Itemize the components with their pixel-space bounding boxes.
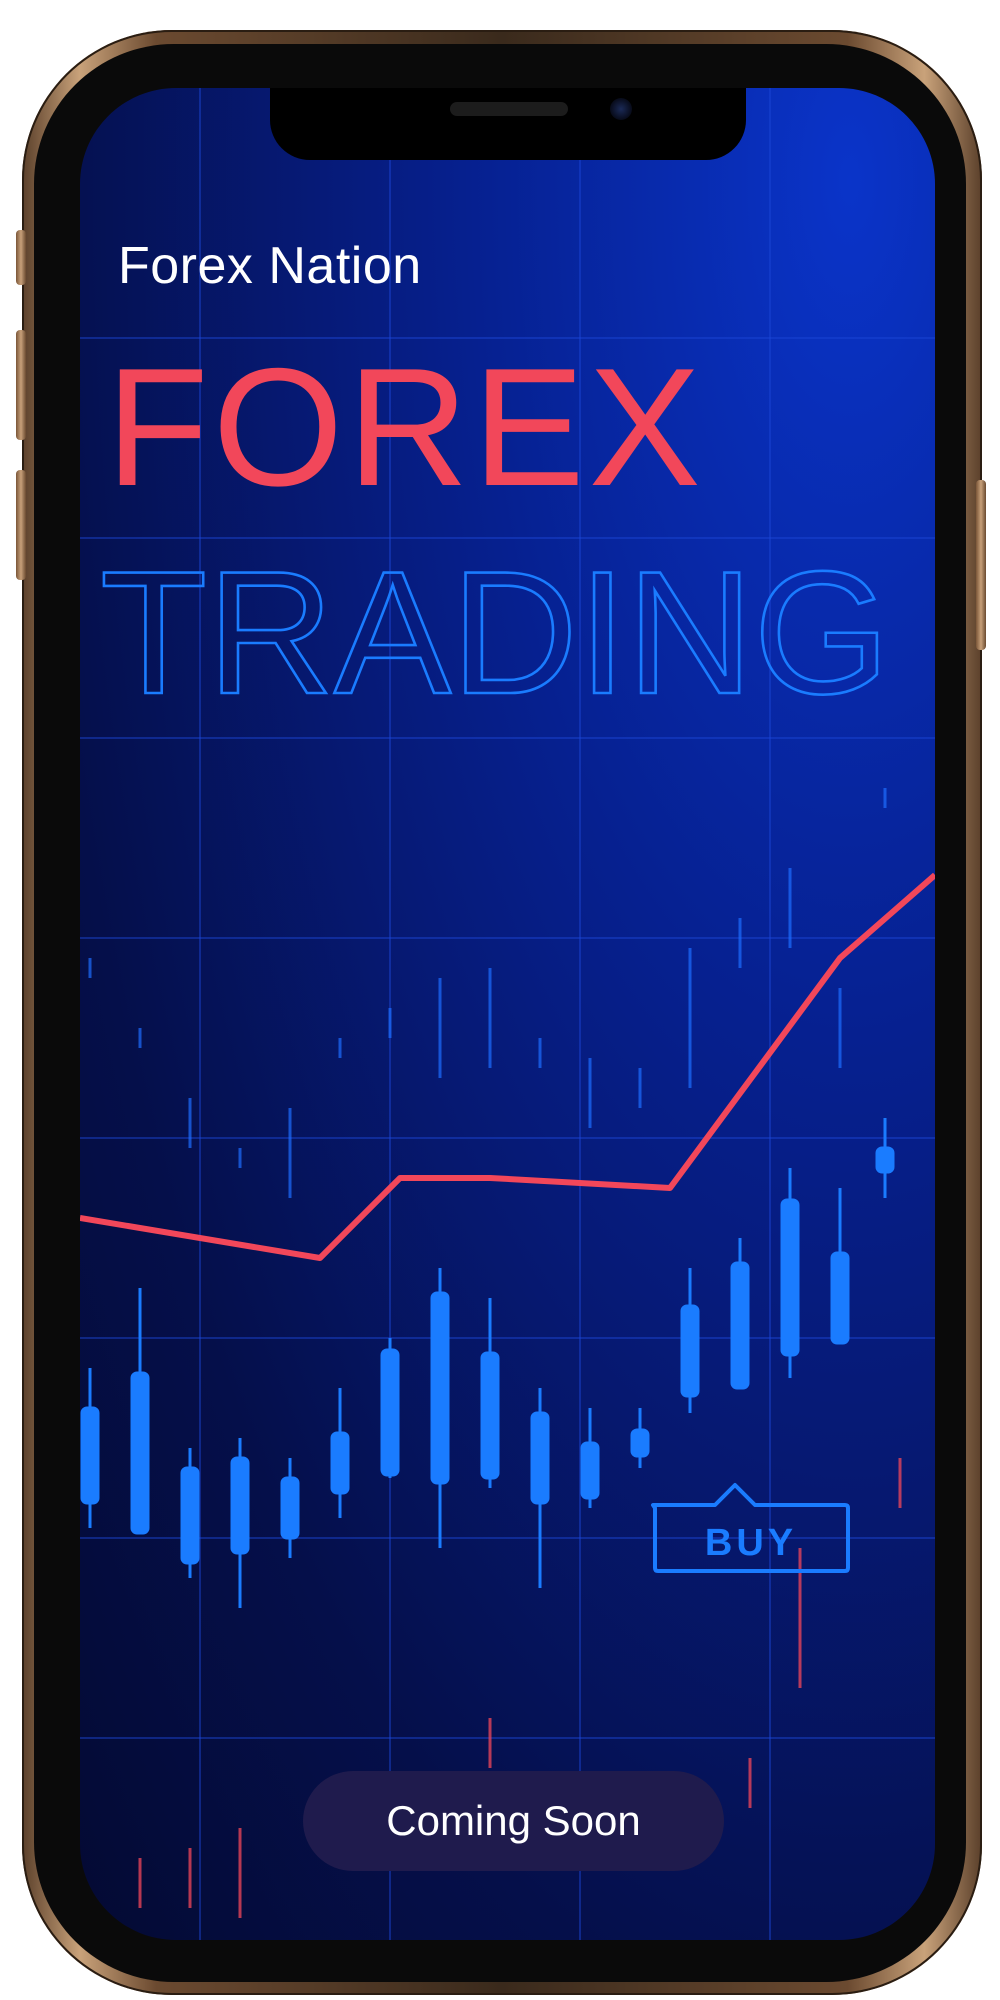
candlestick [830, 1188, 850, 1345]
candlestick [480, 1298, 500, 1488]
forex-chart: BUY [80, 872, 935, 1608]
candlestick [630, 1408, 650, 1468]
coming-soon-button[interactable]: Coming Soon [303, 1771, 724, 1871]
iphone-notch [270, 88, 746, 160]
candlestick [430, 1268, 450, 1548]
buy-badge: BUY [651, 1483, 850, 1573]
chevron-up-icon [651, 1483, 850, 1573]
candlestick [330, 1388, 350, 1518]
candlestick [130, 1288, 150, 1535]
phone-side-button-volume-up [16, 330, 26, 440]
speaker-grille [450, 102, 568, 116]
app-screen: BUY Forex Nation FOREX TRADING Coming So… [80, 88, 935, 1940]
trend-line [80, 872, 935, 1261]
buy-badge-label: BUY [705, 1522, 797, 1564]
candlestick [280, 1458, 300, 1558]
phone-side-button-volume-down [16, 470, 26, 580]
candlestick [80, 1368, 100, 1528]
app-title: Forex Nation [118, 237, 422, 295]
hero-headline-trading: TRADING [100, 543, 891, 713]
candlestick [180, 1448, 200, 1578]
candlestick [730, 1238, 750, 1390]
hero-headline-forex: FOREX [106, 333, 705, 521]
candlestick [580, 1408, 600, 1508]
phone-side-button-silent [16, 230, 26, 285]
hero-headline-trading-text: TRADING [100, 543, 890, 713]
candlestick [530, 1388, 550, 1588]
candlestick [230, 1438, 250, 1608]
candlestick [680, 1268, 700, 1413]
candlestick [780, 1168, 800, 1378]
background-grid [80, 88, 935, 1940]
phone-side-button-power [976, 480, 986, 650]
front-camera [610, 98, 632, 120]
candlestick [380, 1338, 400, 1478]
candlestick [875, 1118, 895, 1198]
